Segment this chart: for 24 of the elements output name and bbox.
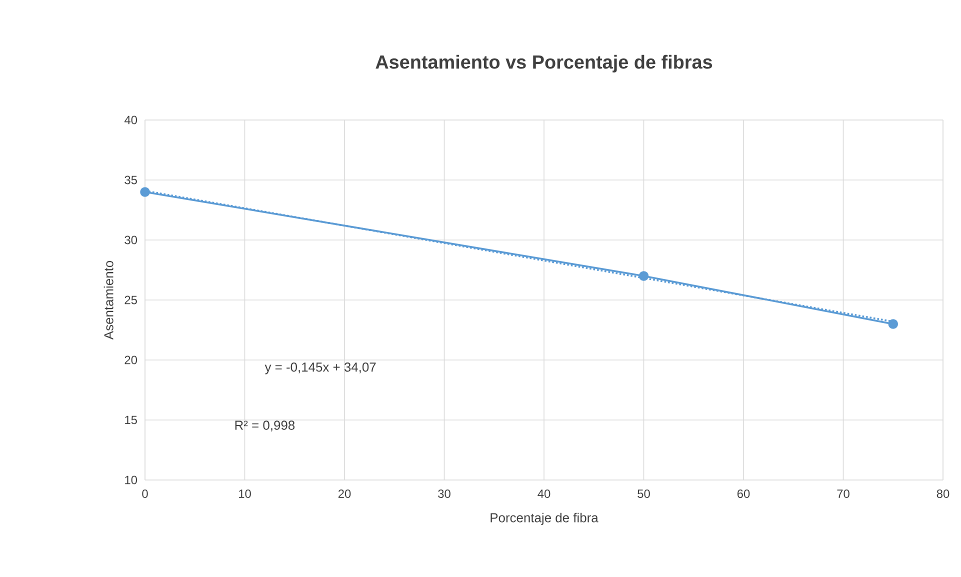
chart-title: Asentamiento vs Porcentaje de fibras [376, 54, 712, 72]
point [888, 319, 898, 329]
y-tick-label: 40 [124, 116, 138, 124]
x-tick-label: 60 [737, 490, 750, 498]
x-tick-label: 70 [837, 490, 850, 498]
y-tick-label: 10 [125, 476, 138, 484]
x-tick-label: 20 [338, 490, 351, 498]
x-tick-label: 80 [936, 490, 950, 498]
y-axis-title: Asentamiento [104, 260, 114, 340]
x-tick-label: 0 [142, 490, 148, 498]
y-tick-label: 15 [125, 416, 137, 424]
x-tick-label: 40 [538, 490, 550, 498]
annotation: y = -0,145x + 34,07 [264, 362, 376, 374]
point [638, 271, 649, 281]
y-tick-label: 35 [124, 176, 137, 184]
annotation: R² = 0,998 [235, 420, 295, 432]
x-tick-label: 50 [638, 490, 650, 498]
x-axis-title: Porcentaje de fibra [490, 512, 598, 525]
x-tick-label: 30 [438, 490, 450, 498]
y-tick-label: 25 [124, 296, 137, 304]
y-tick-label: 30 [124, 236, 138, 244]
point [140, 187, 150, 197]
y-tick-label: 20 [124, 356, 138, 364]
x-tick-label: 10 [239, 490, 251, 498]
